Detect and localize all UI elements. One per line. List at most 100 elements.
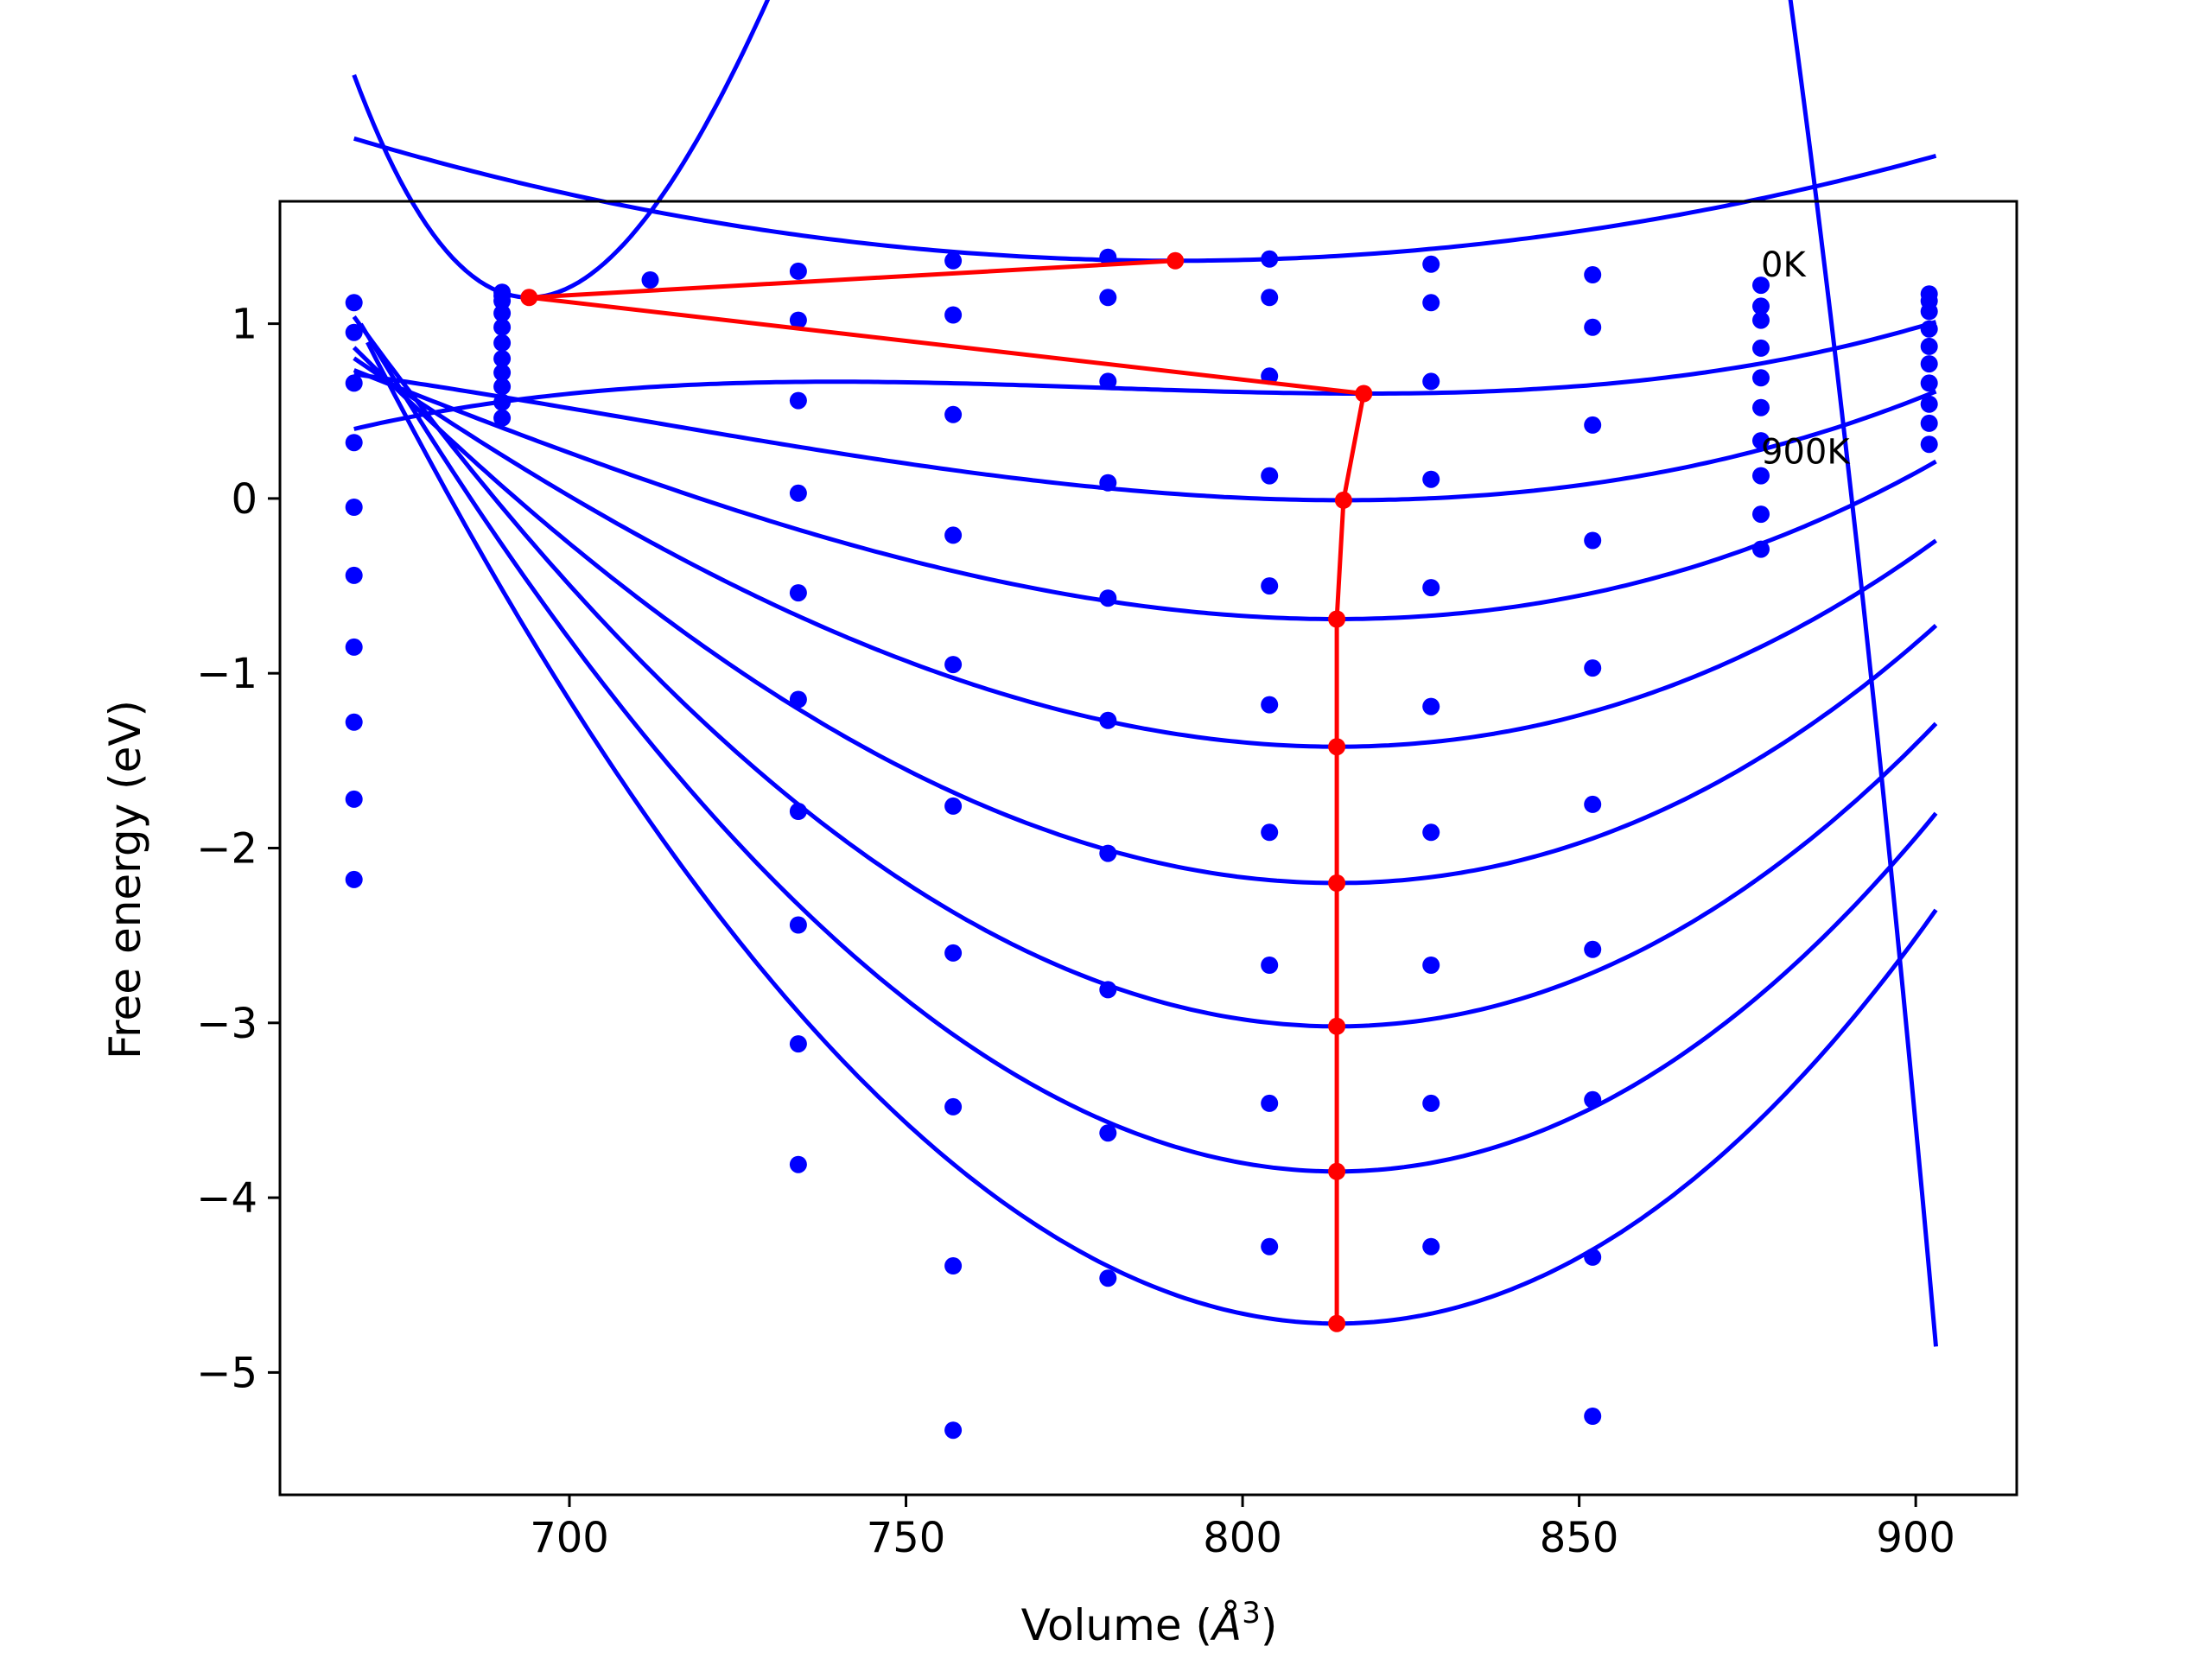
data-point-4-2 <box>789 584 807 602</box>
data-point-3-9 <box>1920 320 1938 338</box>
data-point-4-1 <box>493 334 512 352</box>
y-tick-label-2: −1 <box>196 650 257 698</box>
data-point-3-8 <box>1752 339 1770 357</box>
fit-curve-8 <box>359 322 1938 1174</box>
data-point-5-5 <box>1261 696 1279 714</box>
data-point-5-0 <box>345 566 363 584</box>
data-point-5-3 <box>944 797 963 815</box>
fit-curve-6 <box>352 346 1938 886</box>
data-point-9-5 <box>1261 1237 1279 1255</box>
data-point-6-5 <box>1261 823 1279 842</box>
data-point-8-9 <box>1920 414 1938 432</box>
data-point-4-6 <box>1422 579 1440 597</box>
data-point-1-7 <box>1584 318 1602 336</box>
x-axis-title-prefix: Volume ( <box>1021 1600 1212 1650</box>
data-point-extra-0 <box>641 271 659 289</box>
data-point-7-7 <box>1584 1090 1602 1109</box>
data-point-9-9 <box>1920 435 1938 454</box>
data-point-8-6 <box>1422 1094 1440 1112</box>
y-tick-label-1: 0 <box>231 475 257 524</box>
data-point-8-1 <box>493 393 512 411</box>
minima-point-5 <box>1328 738 1346 756</box>
x-axis-title-unit: Å <box>1210 1600 1242 1650</box>
data-point-8-8 <box>1752 505 1770 524</box>
data-point-4-4 <box>1099 589 1117 607</box>
data-point-1-0 <box>345 323 363 341</box>
minima-point-4 <box>1328 610 1346 628</box>
data-point-7-0 <box>345 713 363 731</box>
data-point-9-0 <box>345 870 363 888</box>
data-point-0-8 <box>1752 276 1770 295</box>
data-points <box>345 248 1938 1440</box>
data-point-6-7 <box>1584 940 1602 958</box>
minima-point-1 <box>520 289 538 307</box>
data-point-4-8 <box>1752 369 1770 387</box>
fit-curve-3 <box>353 372 1937 503</box>
annotation-1: 900K <box>1761 432 1851 472</box>
annotations: 0K 900K <box>1761 245 1851 472</box>
data-point-8-7 <box>1584 1248 1602 1266</box>
minima-point-8 <box>1328 1162 1346 1180</box>
fit-curve-5 <box>353 356 1937 749</box>
y-tick-label-0: 1 <box>231 301 257 349</box>
data-point-6-1 <box>493 364 512 382</box>
minima-point-6 <box>1328 874 1346 892</box>
data-point-2-0 <box>345 374 363 392</box>
data-point-9-2 <box>789 1155 807 1173</box>
data-point-7-2 <box>789 916 807 934</box>
data-point-8-3 <box>944 1257 963 1274</box>
data-point-7-4 <box>1099 981 1117 999</box>
data-point-7-8 <box>1752 467 1770 485</box>
x-axis-title-suffix: ) <box>1261 1600 1278 1650</box>
data-point-5-1 <box>493 350 512 368</box>
data-point-1-6 <box>1422 294 1440 312</box>
data-point-5-6 <box>1422 697 1440 715</box>
data-point-6-3 <box>944 944 963 962</box>
data-point-4-5 <box>1261 577 1279 595</box>
x-tick-label-3: 850 <box>1540 1514 1619 1562</box>
data-point-3-2 <box>789 484 807 502</box>
fit-curve-4 <box>353 368 1937 621</box>
data-point-1-8 <box>1752 297 1770 315</box>
fit-curve-1 <box>352 0 1938 1347</box>
data-point-1-4 <box>1099 289 1117 307</box>
data-point-8-0 <box>345 790 363 808</box>
data-point-6-0 <box>345 638 363 656</box>
data-point-2-8 <box>1752 311 1770 329</box>
data-point-3-0 <box>345 434 363 452</box>
data-point-9-8 <box>1752 540 1770 558</box>
data-point-2-9 <box>1920 302 1938 321</box>
minima-point-0 <box>1166 251 1185 270</box>
data-point-5-8 <box>1752 398 1770 416</box>
data-point-1-5 <box>1261 289 1279 307</box>
minima-polyline <box>526 258 1366 1324</box>
data-point-3-5 <box>1261 467 1279 485</box>
data-point-6-4 <box>1099 844 1117 862</box>
data-point-7-1 <box>493 378 512 396</box>
data-point-0-3 <box>944 251 963 270</box>
data-point-9-6 <box>1422 1237 1440 1255</box>
annotation-0: 0K <box>1761 245 1807 285</box>
data-point-4-0 <box>345 499 363 516</box>
data-point-3-6 <box>1422 470 1440 488</box>
x-axis-title: Volume (Å3) <box>1021 1596 1278 1650</box>
data-point-0-2 <box>789 262 807 280</box>
fit-curve-9 <box>365 340 1938 1326</box>
data-point-0-0 <box>345 294 363 312</box>
data-point-6-2 <box>789 803 807 820</box>
minima-point-9 <box>1328 1314 1346 1332</box>
minima-line <box>520 251 1373 1332</box>
data-point-0-7 <box>1584 266 1602 283</box>
data-point-4-9 <box>1920 337 1938 355</box>
data-point-0-4 <box>1099 248 1117 266</box>
data-point-5-4 <box>1099 711 1117 729</box>
minima-point-2 <box>1355 385 1373 403</box>
y-axis-ticks: 1 0 −1 −2 −3 −4 −5 <box>196 301 280 1397</box>
data-point-3-4 <box>1099 474 1117 492</box>
data-point-2-1 <box>493 304 512 322</box>
x-tick-label-4: 900 <box>1876 1514 1955 1562</box>
fit-curve-2 <box>353 320 1937 431</box>
data-point-6-8 <box>1752 432 1770 450</box>
